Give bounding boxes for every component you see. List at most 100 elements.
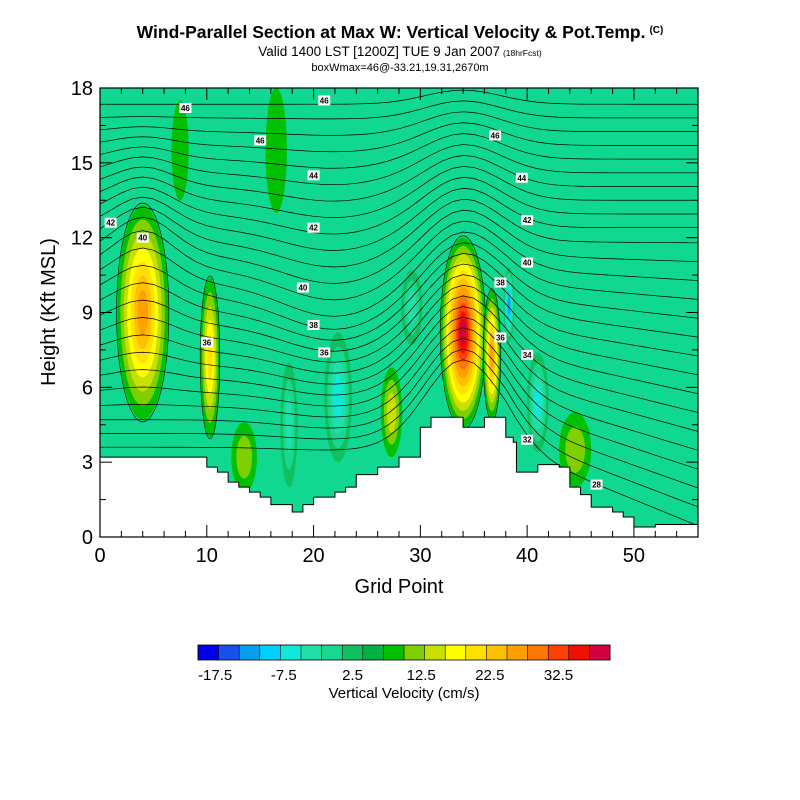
colorbar-swatch [507,645,528,660]
y-tick-label: 18 [71,78,93,100]
velocity-band [171,100,189,201]
colorbar-title: Vertical Velocity (cm/s) [329,685,480,702]
theta-contour [100,284,698,395]
velocity-feature [324,332,353,463]
theta-contour-label: 28 [590,479,603,490]
colorbar-swatch [218,645,240,660]
velocity-outline [199,275,221,440]
contour-label-box [318,347,331,358]
x-tick-label: 0 [94,545,105,567]
theta-contour-label: 38 [307,319,320,330]
contour-label-box [179,102,192,113]
colorbar-swatch [404,645,425,660]
theta-contour [100,177,698,235]
theta-contour [100,155,698,202]
theta-contour [100,231,698,317]
contour-label-text: 36 [320,348,329,357]
velocity-feature [380,367,403,458]
contour-label-box [254,135,267,146]
theta-contour-label: 36 [494,332,507,343]
y-tick-label: 0 [82,527,93,549]
theta-contour-label: 46 [489,130,502,141]
y-tick-label: 3 [82,452,93,474]
theta-contour [100,187,698,251]
velocity-feature [265,88,287,213]
colorbar-swatch [465,645,487,660]
valid-time-text: Valid 1400 LST [1200Z] TUE 9 Jan 2007 [258,44,500,59]
theta-contour [100,209,698,284]
velocity-band [265,88,287,213]
x-axis-title: Grid Point [355,576,444,598]
contour-label-box [521,434,534,445]
velocity-band [407,290,417,325]
contour-label-text: 44 [309,171,318,180]
colorbar-tick-label: 22.5 [475,667,504,684]
y-tick-label: 15 [71,153,93,175]
contour-label-box [318,95,331,106]
x-tick-label: 40 [516,545,538,567]
theta-contour [100,306,698,432]
theta-contour [100,198,698,268]
theta-contour-label: 44 [515,172,528,183]
contour-label-text: 44 [517,174,526,183]
theta-contour [100,89,698,105]
velocity-band [459,319,467,346]
contour-label-text: 38 [496,279,505,288]
theta-contour [100,327,698,470]
contour-label-box [494,332,507,343]
theta-contour-label: 46 [254,135,267,146]
contour-label-box [307,222,320,233]
contour-label-box [307,170,320,181]
colorbar-swatch [362,645,384,660]
theta-contour-label: 42 [307,222,320,233]
x-tick-label: 30 [409,545,431,567]
contour-label-text: 42 [523,216,532,225]
colorbar-swatch [321,645,343,660]
contour-label-text: 46 [181,104,190,113]
terrain-mask [100,416,698,537]
chart-title: Wind-Parallel Section at Max W: Vertical… [0,22,800,43]
contour-label-text: 40 [523,259,532,268]
theta-contour-label: 40 [136,232,149,243]
theta-contour [100,122,698,153]
contour-label-text: 46 [320,96,329,105]
y-axis-title: Height (Kft MSL) [38,238,60,386]
colorbar-swatch [527,645,549,660]
velocity-band [386,392,397,433]
theta-contour-label: 44 [307,170,320,181]
velocity-band [490,341,494,369]
contour-label-text: 42 [106,219,115,228]
contour-label-box [136,232,149,243]
velocity-feature [116,202,170,423]
theta-contour [100,133,698,169]
theta-contour [100,111,698,136]
colorbar-swatch [548,645,570,660]
colorbar-swatch [280,645,302,660]
theta-contour [100,338,698,489]
contour-label-box [521,257,534,268]
velocity-feature [482,288,501,422]
contour-label-box [521,215,534,226]
contour-label-box [296,282,309,293]
colorbar-swatch [239,645,261,660]
theta-contour [100,348,698,508]
contour-label-box [515,172,528,183]
colorbar-swatch [342,645,364,660]
y-tick-label: 6 [82,377,93,399]
colorbar-swatch [568,645,590,660]
theta-contour [100,274,698,376]
velocity-band [137,289,149,336]
colorbar-swatch [486,645,508,660]
colorbar-swatch [301,645,322,660]
x-tick-label: 20 [302,545,324,567]
contour-label-box [200,337,213,348]
contour-label-text: 34 [523,351,532,360]
theta-contour [100,144,698,186]
colorbar-swatch [445,645,467,660]
contour-label-text: 32 [523,436,532,445]
velocity-feature [171,100,189,201]
theta-contour-label: 36 [200,337,213,348]
colorbar-swatch [589,645,611,660]
contour-label-text: 36 [202,338,211,347]
